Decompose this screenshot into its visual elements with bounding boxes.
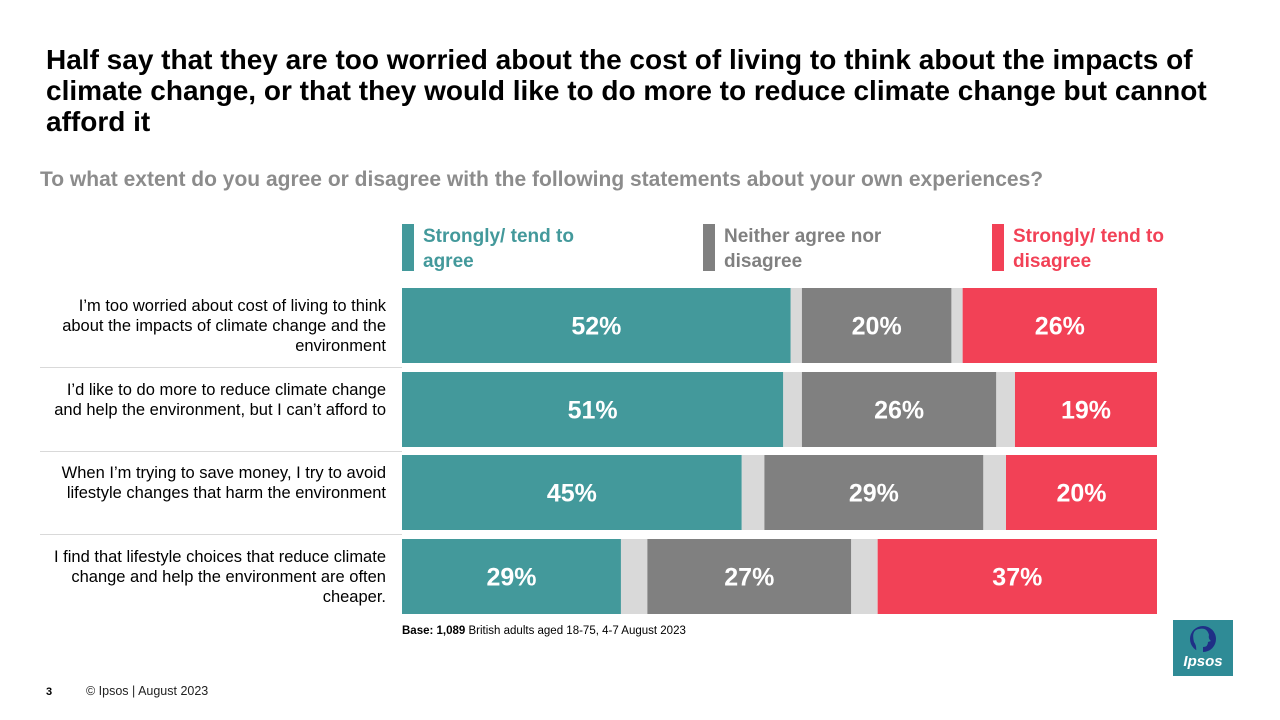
bar-neither-row1 <box>801 288 952 363</box>
bar-agree-row4 <box>402 539 621 614</box>
row-label-1: I’m too worried about cost of living to … <box>62 297 386 355</box>
data-label-agree-row2: 51% <box>568 397 618 425</box>
row-label-2: I’d like to do more to reduce climate ch… <box>54 381 386 419</box>
bar-disagree-row3 <box>1006 455 1157 530</box>
copyright-text: © Ipsos | August 2023 <box>86 684 209 698</box>
bar-dontknow-row3 <box>983 455 1006 530</box>
bar-dontknow-row1 <box>790 288 802 363</box>
row-label-3: When I’m trying to save money, I try to … <box>61 464 386 502</box>
data-label-neither-row4: 27% <box>724 564 774 592</box>
bar-dontknow-row2 <box>783 372 802 447</box>
bar-agree-row3 <box>402 455 742 530</box>
base-note-text: British adults aged 18-75, 4-7 August 20… <box>465 625 686 637</box>
data-label-neither-row2: 26% <box>874 397 924 425</box>
data-label-disagree-row1: 26% <box>1035 313 1085 341</box>
data-label-neither-row3: 29% <box>849 480 899 508</box>
legend-label-neither: Neither agree nor disagree <box>724 226 882 272</box>
row-divider <box>40 367 402 368</box>
bar-neither-row2 <box>801 372 997 447</box>
page-title: Half say that they are too worried about… <box>46 44 1207 137</box>
logo-text: Ipsos <box>1183 653 1223 670</box>
bar-disagree-row2 <box>1014 372 1157 447</box>
data-label-neither-row1: 20% <box>852 313 902 341</box>
bar-dontknow-row4 <box>851 539 878 614</box>
bar-disagree-row4 <box>877 539 1157 614</box>
bar-agree-row1 <box>402 288 791 363</box>
row-divider <box>40 534 402 535</box>
legend-swatch-neither <box>703 224 715 271</box>
bar-neither-row4 <box>647 539 852 614</box>
row-label-4: I find that lifestyle choices that reduc… <box>54 548 386 606</box>
ipsos-logo: Ipsos <box>1173 620 1233 676</box>
data-label-agree-row3: 45% <box>547 480 597 508</box>
legend-swatch-agree <box>402 224 414 271</box>
legend-label-disagree: Strongly/ tend to disagree <box>1013 226 1164 272</box>
base-note-bold: Base: 1,089 <box>402 625 466 637</box>
bar-neither-row3 <box>764 455 984 530</box>
data-label-agree-row1: 52% <box>571 313 621 341</box>
page-number: 3 <box>46 686 53 698</box>
ipsos-logo-icon <box>1190 626 1216 652</box>
bar-disagree-row1 <box>962 288 1157 363</box>
data-label-disagree-row3: 20% <box>1056 480 1106 508</box>
bar-dontknow-row1 <box>951 288 963 363</box>
bar-dontknow-row4 <box>620 539 648 614</box>
data-label-disagree-row4: 37% <box>992 564 1042 592</box>
bar-agree-row2 <box>402 372 784 447</box>
legend-swatch-disagree <box>992 224 1004 271</box>
bar-dontknow-row2 <box>996 372 1015 447</box>
legend-label-agree: Strongly/ tend to agree <box>423 226 574 272</box>
bar-dontknow-row3 <box>741 455 765 530</box>
row-divider <box>40 451 402 452</box>
base-note: Base: 1,089 British adults aged 18-75, 4… <box>402 625 686 637</box>
data-label-agree-row4: 29% <box>486 564 536 592</box>
data-label-disagree-row2: 19% <box>1061 397 1111 425</box>
question-subtitle: To what extent do you agree or disagree … <box>40 168 1044 191</box>
